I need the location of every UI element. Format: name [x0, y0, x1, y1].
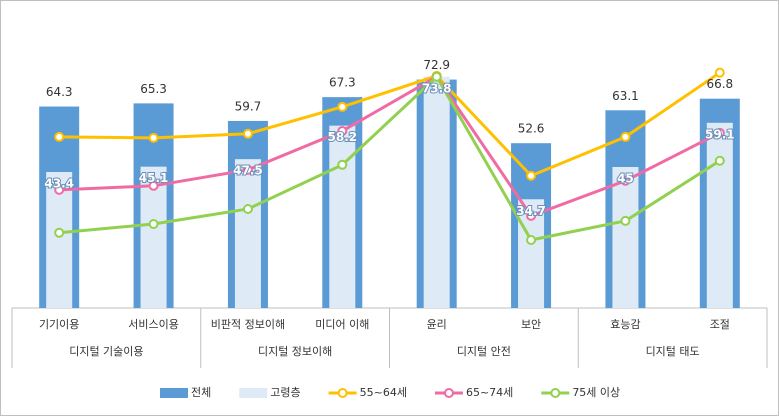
marker [148, 219, 159, 230]
marker [431, 71, 442, 82]
marker [54, 131, 65, 142]
value-label: 59.1 [705, 127, 735, 141]
legend-swatch [443, 388, 454, 398]
marker [714, 155, 725, 166]
marker [148, 180, 159, 191]
legend-label: 65~74세 [466, 386, 513, 399]
legend-label: 고령층 [270, 386, 300, 399]
value-label: 66.8 [706, 77, 733, 91]
marker [242, 128, 253, 139]
marker [242, 164, 253, 175]
marker [714, 127, 725, 138]
marker [337, 125, 348, 136]
group-label: 디지털 정보이해 [258, 344, 332, 358]
value-label: 72.9 [423, 58, 450, 72]
legend-label: 전체 [191, 386, 211, 399]
x-tick-label: 기기이용 [39, 318, 79, 331]
value-label: 43.4 [44, 177, 74, 191]
legend-label: 75세 이상 [572, 386, 620, 399]
bar [706, 122, 733, 308]
value-label: 64.3 [46, 85, 73, 99]
marker [526, 210, 537, 221]
x-tick-label: 서비스이용 [128, 318, 179, 331]
bar [612, 167, 639, 308]
marker [526, 235, 537, 246]
marker [620, 175, 631, 186]
value-label: 73.8 [422, 81, 452, 95]
value-label: 47.5 [233, 164, 263, 178]
marker [54, 184, 65, 195]
marker [148, 132, 159, 143]
legend-label: 55~64세 [360, 386, 407, 399]
value-label: 45 [617, 172, 634, 186]
legend-swatch [239, 388, 268, 398]
value-label: 34.7 [516, 204, 546, 218]
line [59, 74, 721, 242]
x-tick-label: 윤리 [427, 318, 447, 331]
value-label: 67.3 [329, 76, 356, 90]
marker [337, 101, 348, 112]
marker [526, 170, 537, 181]
x-tick-label: 효능감 [610, 318, 640, 331]
value-label: 59.7 [235, 99, 262, 113]
value-label: 45.1 [139, 171, 169, 185]
group-label: 디지털 안전 [457, 345, 511, 358]
marker [620, 131, 631, 142]
value-label: 63.1 [612, 89, 639, 103]
line [59, 74, 721, 218]
marker [714, 67, 725, 78]
line [59, 71, 721, 178]
bar [234, 159, 261, 308]
legend-swatch [550, 388, 561, 398]
value-label: 65.3 [140, 82, 167, 96]
marker [620, 215, 631, 226]
x-tick-label: 비판적 정보이해 [211, 317, 285, 331]
value-label: 58.2 [328, 130, 358, 144]
bar [423, 76, 450, 308]
x-tick-label: 조절 [710, 318, 730, 331]
marker [54, 227, 65, 238]
group-label: 디지털 태도 [646, 345, 700, 358]
marker [242, 203, 253, 214]
x-tick-label: 보안 [521, 318, 541, 331]
value-label: 52.6 [518, 122, 545, 136]
marker [337, 159, 348, 170]
bar [329, 125, 356, 308]
x-tick-label: 미디어 이해 [315, 317, 369, 331]
legend-swatch [160, 388, 188, 398]
legend-swatch [337, 388, 348, 398]
group-label: 디지털 기술이용 [69, 345, 143, 358]
